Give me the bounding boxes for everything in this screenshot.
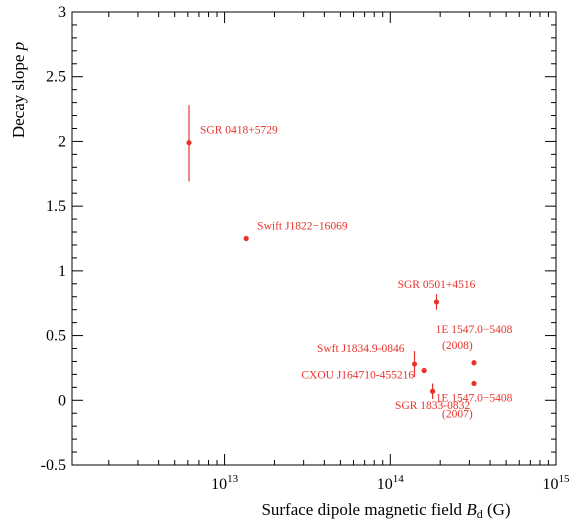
y-tick-label: 1: [58, 263, 66, 280]
point-label: SGR 0501+4516: [398, 279, 476, 291]
data-point-group: SGR 0501+4516: [398, 279, 476, 310]
data-point-group: Swft J1834.9-0846: [317, 343, 418, 377]
x-axis-title: Surface dipole magnetic field Bd (G): [261, 500, 510, 521]
data-point: [421, 367, 427, 374]
x-tick-label: 1014: [377, 473, 405, 493]
plot-frame: [71, 11, 557, 466]
data-point: [411, 361, 418, 367]
data-point: [243, 235, 249, 242]
y-axis-title: Decay slope p: [9, 42, 28, 138]
data-point: [186, 140, 192, 146]
point-label: (2007): [442, 408, 473, 420]
y-tick-label: -0.5: [41, 457, 66, 474]
axis-ticks: [72, 11, 556, 466]
y-tick-label: 3: [58, 4, 66, 21]
y-tick-label: 2: [58, 133, 66, 150]
data-point: [433, 299, 440, 305]
data-points: SGR 0418+5729 Swift J1822−16069 SGR 0501+4…: [186, 105, 513, 420]
data-point: [471, 380, 477, 387]
data-point-group: 1E 1547.0−5408 (2007): [436, 380, 513, 420]
y-tick-label: 1.5: [46, 198, 66, 215]
data-point-group: SGR 0418+5729: [186, 105, 278, 182]
y-tick-label: 2.5: [46, 69, 66, 86]
point-label: CXOU J164710-455216: [301, 370, 414, 382]
point-label: (2008): [442, 340, 473, 352]
point-label: Swft J1834.9-0846: [317, 343, 405, 355]
point-label: Swift J1822−16069: [257, 221, 348, 233]
x-tick-label: 1015: [543, 473, 571, 493]
point-label: 1E 1547.0−5408: [436, 392, 513, 404]
x-tick-label: 1013: [211, 473, 239, 493]
data-point: [429, 388, 436, 394]
point-label: SGR 0418+5729: [200, 125, 278, 137]
data-point-group: Swift J1822−16069: [243, 221, 348, 242]
data-point-group: SGR 1833-0832: [395, 383, 470, 412]
point-label: SGR 1833-0832: [395, 400, 470, 412]
y-tick-label: 0: [58, 392, 66, 409]
data-point-group: CXOU J164710-455216: [301, 367, 427, 382]
point-label: 1E 1547.0−5408: [436, 324, 513, 336]
tick-labels: -0.5 0 0.5 1 1.5 2 2.5 3 1013 1014 1015: [41, 4, 570, 493]
y-tick-label: 0.5: [46, 328, 66, 345]
data-point-group: 1E 1547.0−5408 (2008): [436, 324, 513, 366]
data-point: [471, 360, 477, 366]
